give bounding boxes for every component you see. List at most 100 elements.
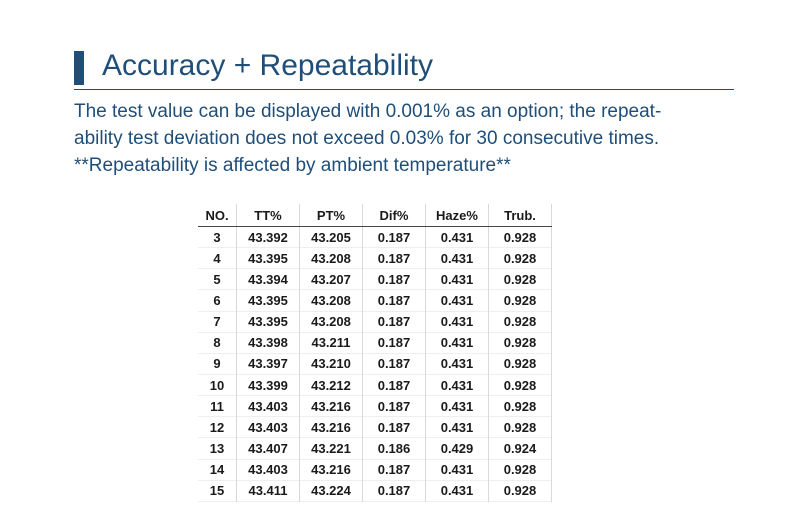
cell-dif: 0.187	[362, 374, 426, 396]
header-pt: PT%	[299, 204, 363, 227]
cell-tt: 43.397	[236, 353, 300, 375]
table-row: 8 43.398 43.211 0.187 0.431 0.928	[198, 332, 552, 354]
cell-no: 8	[198, 332, 237, 354]
repeatability-table-wrap: NO. TT% PT% Dif% Haze% Trub. 3 43.392 43.2…	[198, 204, 552, 502]
cell-tt: 43.403	[236, 416, 300, 438]
cell-tt: 43.395	[236, 247, 300, 269]
cell-pt: 43.208	[299, 289, 363, 312]
cell-trub: 0.928	[488, 416, 552, 438]
cell-tt: 43.399	[236, 374, 300, 396]
cell-trub: 0.928	[488, 311, 552, 333]
cell-dif: 0.187	[362, 332, 426, 354]
cell-haze: 0.431	[425, 416, 489, 438]
cell-pt: 43.208	[299, 311, 363, 333]
table-row: 6 43.395 43.208 0.187 0.431 0.928	[198, 289, 552, 312]
table-row: 14 43.403 43.216 0.187 0.431 0.928	[198, 459, 552, 481]
header-tt: TT%	[236, 204, 300, 227]
cell-dif: 0.187	[362, 480, 426, 502]
cell-tt: 43.395	[236, 289, 300, 312]
cell-dif: 0.187	[362, 268, 426, 290]
cell-dif: 0.187	[362, 226, 426, 248]
table-row: 4 43.395 43.208 0.187 0.431 0.928	[198, 247, 552, 269]
cell-trub: 0.924	[488, 437, 552, 460]
cell-tt: 43.392	[236, 226, 300, 248]
cell-trub: 0.928	[488, 332, 552, 354]
cell-haze: 0.431	[425, 459, 489, 481]
cell-dif: 0.187	[362, 247, 426, 269]
table-row: 11 43.403 43.216 0.187 0.431 0.928	[198, 395, 552, 417]
header-dif: Dif%	[362, 204, 426, 227]
cell-trub: 0.928	[488, 480, 552, 502]
cell-dif: 0.186	[362, 437, 426, 460]
cell-pt: 43.216	[299, 459, 363, 481]
repeatability-table: NO. TT% PT% Dif% Haze% Trub. 3 43.392 43.2…	[198, 204, 552, 502]
table-row: 15 43.411 43.224 0.187 0.431 0.928	[198, 480, 552, 502]
cell-pt: 43.211	[299, 332, 363, 354]
cell-no: 15	[198, 480, 237, 502]
table-row: 13 43.407 43.221 0.186 0.429 0.924	[198, 437, 552, 460]
section-title-bar: Accuracy + Repeatability	[74, 45, 734, 90]
table-header-row: NO. TT% PT% Dif% Haze% Trub.	[198, 204, 552, 227]
table-row: 7 43.395 43.208 0.187 0.431 0.928	[198, 311, 552, 333]
cell-haze: 0.431	[425, 374, 489, 396]
description-line-3: **Repeatability is affected by ambient t…	[74, 155, 511, 176]
table-row: 5 43.394 43.207 0.187 0.431 0.928	[198, 268, 552, 290]
cell-dif: 0.187	[362, 311, 426, 333]
cell-no: 5	[198, 268, 237, 290]
table-row: 9 43.397 43.210 0.187 0.431 0.928	[198, 353, 552, 375]
description-line-2: ability test deviation does not exceed 0…	[74, 128, 660, 149]
cell-pt: 43.216	[299, 395, 363, 417]
table-row: 3 43.392 43.205 0.187 0.431 0.928	[198, 226, 552, 248]
cell-haze: 0.431	[425, 289, 489, 312]
cell-no: 3	[198, 226, 237, 248]
cell-pt: 43.224	[299, 480, 363, 502]
title-accent-bar	[74, 51, 84, 85]
cell-haze: 0.431	[425, 268, 489, 290]
cell-no: 13	[198, 437, 237, 460]
cell-tt: 43.395	[236, 311, 300, 333]
cell-tt: 43.403	[236, 395, 300, 417]
table-row: 10 43.399 43.212 0.187 0.431 0.928	[198, 374, 552, 396]
header-no: NO.	[198, 204, 237, 227]
header-haze: Haze%	[425, 204, 489, 227]
cell-tt: 43.407	[236, 437, 300, 460]
cell-haze: 0.431	[425, 395, 489, 417]
cell-no: 12	[198, 416, 237, 438]
cell-haze: 0.431	[425, 480, 489, 502]
cell-pt: 43.205	[299, 226, 363, 248]
description-line-1: The test value can be displayed with 0.0…	[74, 101, 662, 122]
cell-haze: 0.431	[425, 311, 489, 333]
cell-no: 14	[198, 459, 237, 481]
cell-dif: 0.187	[362, 289, 426, 312]
cell-dif: 0.187	[362, 416, 426, 438]
table-body: 3 43.392 43.205 0.187 0.431 0.928 4 43.395 43.20…	[198, 226, 552, 502]
cell-no: 9	[198, 353, 237, 375]
cell-trub: 0.928	[488, 459, 552, 481]
cell-pt: 43.212	[299, 374, 363, 396]
cell-pt: 43.216	[299, 416, 363, 438]
cell-no: 11	[198, 395, 237, 417]
cell-trub: 0.928	[488, 289, 552, 312]
cell-dif: 0.187	[362, 395, 426, 417]
cell-pt: 43.221	[299, 437, 363, 460]
cell-haze: 0.431	[425, 226, 489, 248]
cell-haze: 0.431	[425, 353, 489, 375]
cell-pt: 43.210	[299, 353, 363, 375]
cell-tt: 43.394	[236, 268, 300, 290]
cell-tt: 43.411	[236, 480, 300, 502]
section-title: Accuracy + Repeatability	[102, 49, 433, 82]
cell-trub: 0.928	[488, 268, 552, 290]
cell-haze: 0.431	[425, 247, 489, 269]
cell-haze: 0.429	[425, 437, 489, 460]
cell-tt: 43.398	[236, 332, 300, 354]
cell-trub: 0.928	[488, 374, 552, 396]
cell-pt: 43.207	[299, 268, 363, 290]
cell-no: 7	[198, 311, 237, 333]
cell-trub: 0.928	[488, 353, 552, 375]
cell-no: 4	[198, 247, 237, 269]
cell-no: 6	[198, 289, 237, 312]
cell-pt: 43.208	[299, 247, 363, 269]
cell-trub: 0.928	[488, 247, 552, 269]
table-row: 12 43.403 43.216 0.187 0.431 0.928	[198, 416, 552, 438]
cell-tt: 43.403	[236, 459, 300, 481]
